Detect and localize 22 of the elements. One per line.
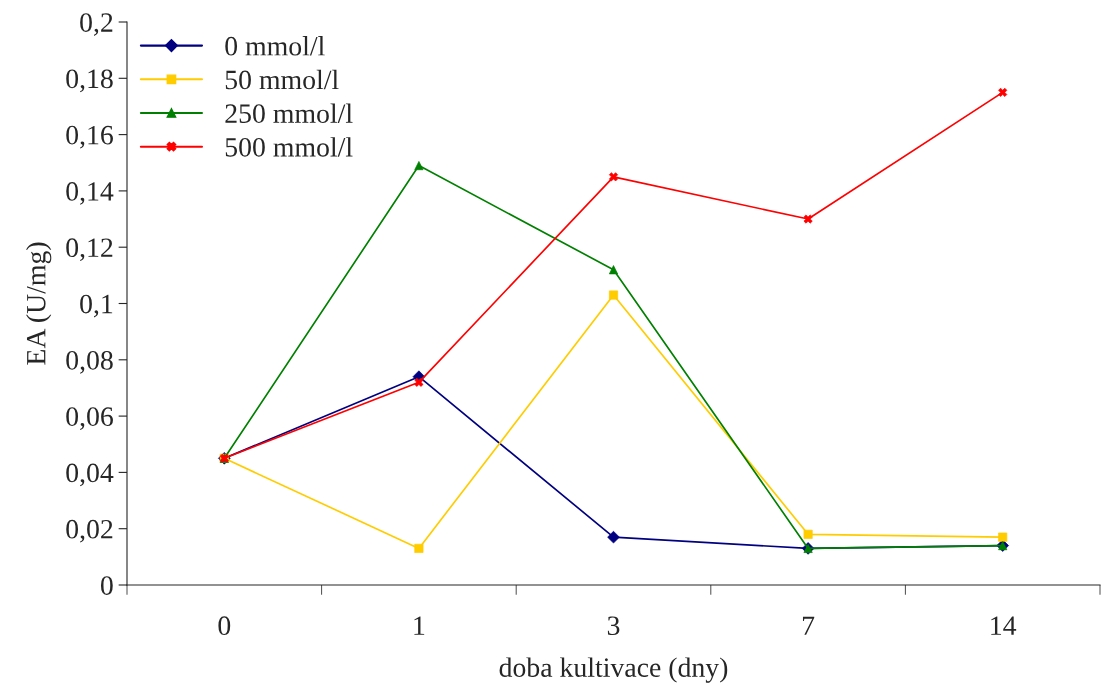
y-tick-label: 0,2	[80, 13, 113, 36]
x-tick-label: 7	[802, 616, 815, 635]
x-axis-title: doba kultivace (dny)	[499, 657, 728, 683]
x-tick-label: 3	[607, 616, 620, 636]
legend-label: 50 mmol/l	[225, 69, 339, 90]
x-tick-label: 14	[991, 616, 1017, 635]
y-tick-label: 0,14	[66, 182, 114, 205]
y-tick-label: 0,02	[66, 519, 113, 543]
legend-label: 500 mmol/l	[225, 137, 353, 157]
y-tick-label: 0,16	[66, 125, 113, 149]
y-tick-label: 0	[100, 576, 113, 595]
y-tick-label: 0,1	[80, 294, 113, 318]
y-tick-label: 0,08	[66, 350, 113, 374]
y-tick-label: 0,04	[66, 463, 114, 487]
y-tick-label: 0,06	[66, 407, 113, 431]
legend-label: 0 mmol/l	[225, 36, 325, 56]
y-tick-label: 0,12	[66, 238, 113, 262]
y-tick-label: 0,18	[66, 69, 113, 93]
x-tick-label: 0	[218, 616, 231, 636]
legend-label: 250 mmol/l	[225, 103, 353, 123]
y-axis-title: EA (U/mg)	[26, 242, 52, 365]
x-tick-label: 1	[414, 616, 425, 635]
